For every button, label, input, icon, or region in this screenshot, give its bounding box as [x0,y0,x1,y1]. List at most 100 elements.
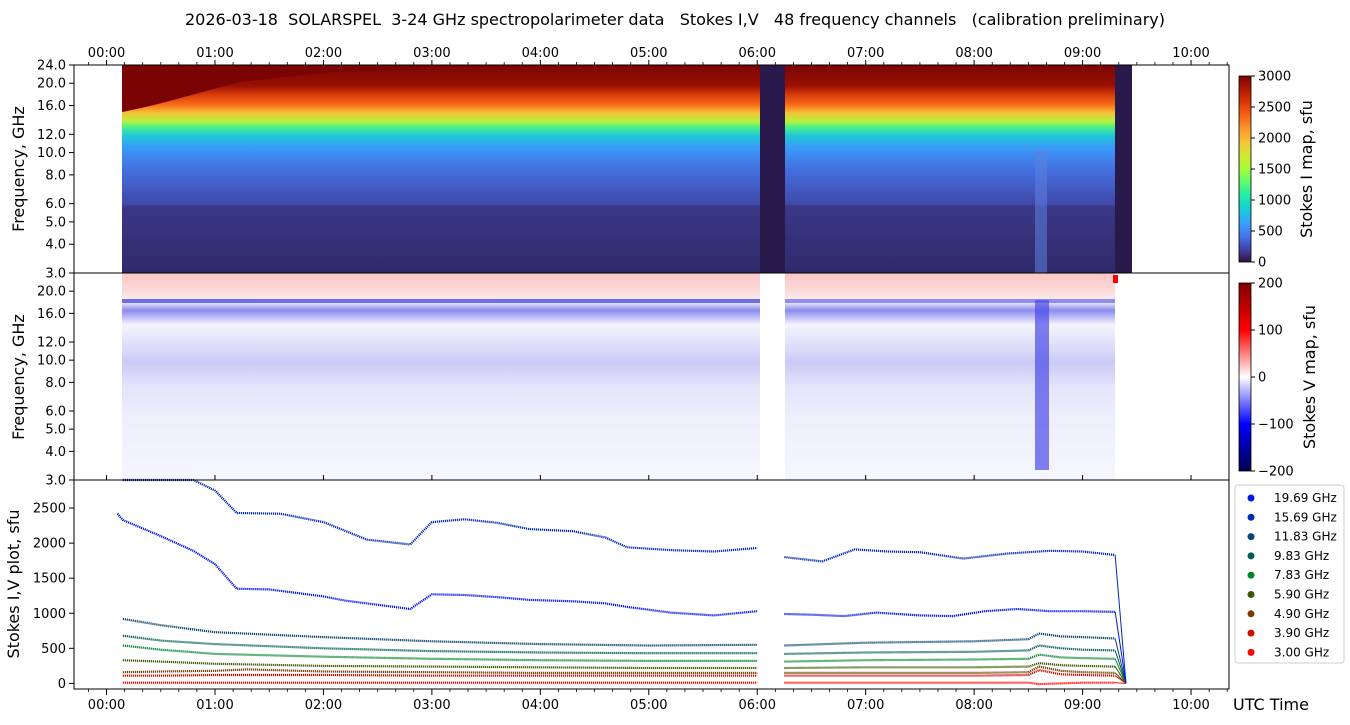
y-tick-label: 3.0 [45,267,66,282]
legend-label: 3.90 GHz [1274,626,1329,640]
legend-marker [1247,591,1255,598]
stokes-i-panel: 3.0 4.0 5.0 6.0 8.0 10.0 12.0 16.0 20.0 24.0 00:0… [9,46,1230,282]
stokes-i-y-label: Frequency, GHz [9,106,28,232]
series-line-5-90-ghz [122,659,758,670]
series-line-19-69-ghz-after-gap [784,607,1116,618]
bottom-x-tick-label: 00:00 [88,698,125,713]
series-end-drop [1114,611,1127,684]
legend-label: 5.90 GHz [1274,588,1329,602]
legend-box [1234,484,1345,664]
legend-marker [1247,533,1255,541]
legend-marker [1247,571,1255,579]
stokes-iv-panel: 0 500 1000 1500 2000 2500 00:00 01:00 02:00 03:0… [4,478,1309,714]
y-tick-label: 10.0 [37,146,66,161]
stokes-iv-series-group [116,478,1127,686]
stokes-i-colorbar: 0 500 1000 1500 2000 2500 3000 Stokes I map, s… [1238,70,1316,271]
series-line-3-00-ghz-after-gap [784,681,1116,686]
legend-marker [1247,513,1255,521]
legend-label: 19.69 GHz [1274,491,1337,505]
chart-title: 2026-03-18 SOLARSPEL 3-24 GHz spectropol… [185,10,1165,29]
y-tick-label: 12.0 [37,128,66,143]
y-tick-label: 6.0 [45,197,66,212]
y-tick-label: 1000 [33,607,66,622]
top-x-tick-label: 05:00 [630,46,667,61]
legend-label: 4.90 GHz [1274,607,1329,621]
y-tick-label: 24.0 [37,59,66,74]
stokes-v-end-mark [1113,275,1118,283]
y-tick-label: 5.0 [45,423,66,438]
top-x-tick-label: 06:00 [739,46,776,61]
top-x-tick-label: 09:00 [1064,46,1101,61]
legend-marker [1247,552,1255,560]
legend: 19.69 GHz 15.69 GHz 11.83 GHz 9.83 GHz 7.83 … [1234,484,1345,664]
stokes-i-data-gap [760,65,785,273]
legend-marker [1247,610,1255,618]
y-tick-label: 3.0 [45,474,66,489]
bottom-x-tick-label: 04:00 [522,698,559,713]
stokes-i-colorbar-label: Stokes I map, sfu [1297,100,1316,238]
bottom-x-tick-label: 05:00 [630,698,667,713]
series-line-4-90-ghz-after-gap [784,665,1116,675]
series-line-11-83-ghz-after-gap [784,632,1116,647]
legend-marker [1247,648,1255,656]
legend-label: 9.83 GHz [1274,549,1329,563]
stokes-v-panel: 3.0 4.0 5.0 6.0 8.0 10.0 12.0 16.0 20.0 Frequenc… [9,272,1230,489]
top-x-tick-label: 01:00 [196,46,233,61]
bottom-x-tick-label: 07:00 [847,698,884,713]
top-x-tick-label: 08:00 [955,46,992,61]
y-tick-label: 20.0 [37,285,66,300]
stokes-v-negative-band-upper [122,299,760,303]
x-axis-label: UTC Time [1233,695,1309,714]
stokes-i-colorbar-ticks: 0 500 1000 1500 2000 2500 3000 [1251,70,1291,271]
bottom-x-tick-label: 06:00 [739,698,776,713]
bottom-x-tick-label: 10:00 [1172,698,1209,713]
stokes-v-colorbar-ticks: 200 100 0 −100 −200 [1251,277,1294,480]
bottom-x-tick-label: 02:00 [305,698,342,713]
series-end-drop [1115,682,1127,684]
colorbar-tick-label: 1500 [1258,163,1291,178]
y-tick-label: 10.0 [37,354,66,369]
legend-label: 7.83 GHz [1274,568,1329,582]
top-x-tick-label: 07:00 [847,46,884,61]
legend-items: 19.69 GHz 15.69 GHz 11.83 GHz 9.83 GHz 7.83 … [1247,491,1337,659]
colorbar-tick-label: 0 [1258,256,1266,271]
colorbar-tick-label: 100 [1258,324,1283,339]
stokes-v-data-block-2 [785,273,1115,480]
top-x-tick-label: 04:00 [522,46,559,61]
stokes-i-early-saturation [122,65,420,112]
stokes-v-colorbar-bar [1238,282,1252,472]
series-end-drop [1114,666,1127,684]
legend-label: 3.00 GHz [1274,645,1329,659]
y-tick-label: 0 [58,677,66,692]
stokes-v-data-block-1 [122,273,760,480]
stokes-i-end-strip [1115,65,1132,273]
colorbar-tick-label: −200 [1258,465,1294,480]
y-tick-label: 20.0 [37,77,66,92]
y-tick-label: 2000 [33,537,66,552]
top-x-tick-label: 02:00 [305,46,342,61]
series-line-9-83-ghz [122,634,758,655]
stokes-v-x-ticks [106,475,1192,480]
colorbar-tick-label: 2500 [1258,101,1291,116]
colorbar-tick-label: 1000 [1258,194,1291,209]
stokes-i-data-block-1 [122,65,760,273]
y-tick-label: 16.0 [37,99,66,114]
bottom-x-ticks: 00:00 01:00 02:00 03:00 04:00 05:00 06:00 07:00… [88,689,1228,713]
legend-label: 11.83 GHz [1274,530,1337,544]
series-line-4-90-ghz [122,668,758,675]
stokes-v-y-ticks: 3.0 4.0 5.0 6.0 8.0 10.0 12.0 16.0 20.0 [37,285,74,489]
legend-label: 15.69 GHz [1274,510,1337,524]
series-end-drop [1114,555,1127,684]
stokes-v-colorbar-label: Stokes V map, sfu [1300,305,1319,449]
top-x-tick-label: 00:00 [88,46,125,61]
y-tick-label: 5.0 [45,215,66,230]
y-tick-label: 2500 [33,502,66,517]
stokes-v-burst-feature [1035,300,1049,470]
y-tick-label: 6.0 [45,405,66,420]
colorbar-tick-label: 500 [1258,225,1283,240]
colorbar-tick-label: 2000 [1258,132,1291,147]
stokes-iv-y-ticks: 0 500 1000 1500 2000 2500 [33,502,74,692]
series-end-drop [1114,638,1127,684]
colorbar-tick-label: 200 [1258,277,1283,292]
y-tick-label: 16.0 [37,307,66,322]
